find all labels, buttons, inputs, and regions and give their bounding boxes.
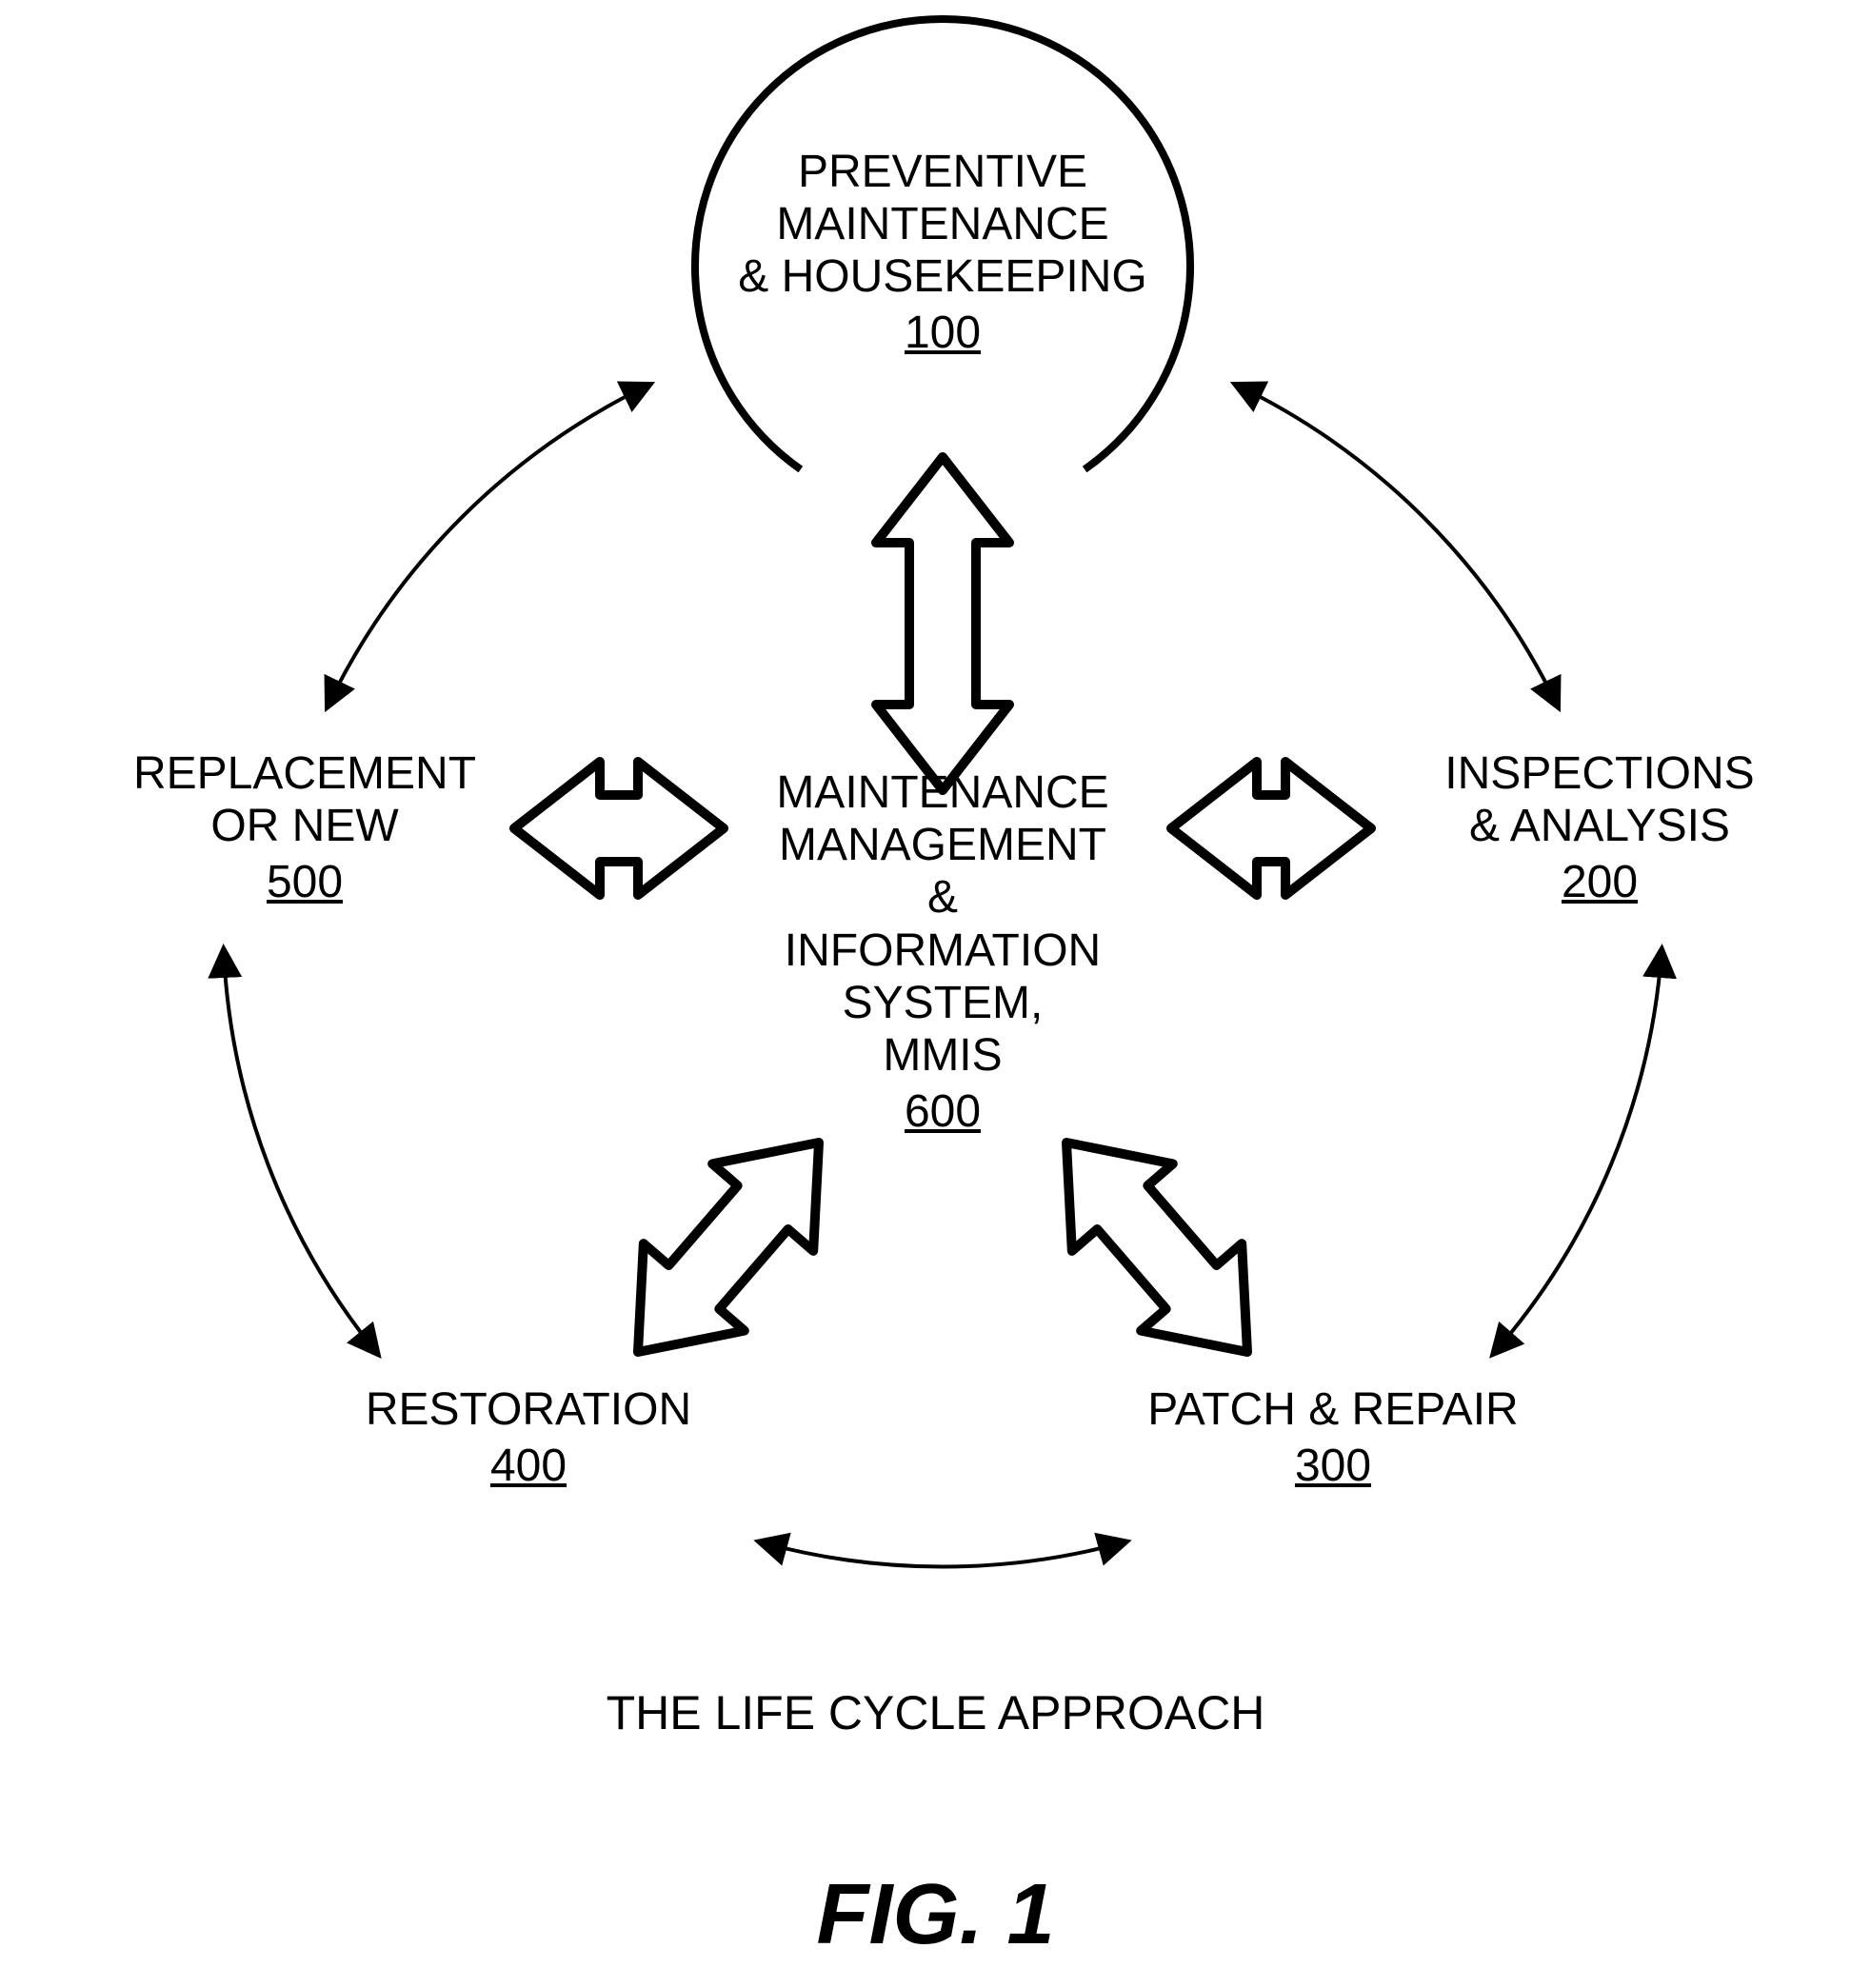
node-center-mmis: MAINTENANCEMANAGEMENT&INFORMATIONSYSTEM,… [695, 766, 1190, 1138]
n100-ref: 100 [905, 307, 981, 359]
node-100-preventive-maintenance: PREVENTIVEMAINTENANCE& HOUSEKEEPING100 [657, 146, 1228, 360]
n300-ref: 300 [1295, 1440, 1371, 1492]
center-line: MANAGEMENT [695, 819, 1190, 871]
center-line: SYSTEM, [695, 977, 1190, 1029]
node-400-restoration: RESTORATION400 [281, 1383, 776, 1492]
n200-ref: 200 [1562, 856, 1638, 908]
center-line: MAINTENANCE [695, 766, 1190, 819]
n200-line: & ANALYSIS [1362, 800, 1838, 852]
node-500-replacement-or-new: REPLACEMENTOR NEW500 [38, 747, 571, 909]
center-ref: 600 [905, 1085, 981, 1138]
arrow-to-100 [876, 457, 1009, 790]
arc-200-300 [1495, 952, 1662, 1352]
n100-line: MAINTENANCE [657, 198, 1228, 250]
node-200-inspections-analysis: INSPECTIONS& ANALYSIS200 [1362, 747, 1838, 909]
n400-line: RESTORATION [281, 1383, 776, 1436]
arrow-to-300 [1066, 1143, 1247, 1352]
n100-line: PREVENTIVE [657, 146, 1228, 198]
n100-line: & HOUSEKEEPING [657, 250, 1228, 303]
center-line: & [695, 871, 1190, 924]
arc-500-100 [328, 386, 647, 705]
n200-line: INSPECTIONS [1362, 747, 1838, 800]
arrow-to-400 [638, 1143, 819, 1352]
n500-line: REPLACEMENT [38, 747, 571, 800]
arrow-to-200 [1171, 762, 1371, 895]
node-300-patch-repair: PATCH & REPAIR300 [1066, 1383, 1600, 1492]
figure-label: FIG. 1 [0, 1866, 1871, 1964]
n300-line: PATCH & REPAIR [1066, 1383, 1600, 1436]
diagram-title: THE LIFE CYCLE APPROACH [0, 1685, 1871, 1740]
n500-ref: 500 [267, 856, 343, 908]
arc-400-500 [224, 952, 376, 1352]
center-line: INFORMATION [695, 924, 1190, 977]
n500-line: OR NEW [38, 800, 571, 852]
n400-ref: 400 [490, 1440, 567, 1492]
center-line: MMIS [695, 1029, 1190, 1082]
arc-300-400 [762, 1542, 1124, 1567]
figure-canvas: MAINTENANCEMANAGEMENT&INFORMATIONSYSTEM,… [0, 0, 1871, 1988]
arc-100-200 [1238, 386, 1557, 705]
